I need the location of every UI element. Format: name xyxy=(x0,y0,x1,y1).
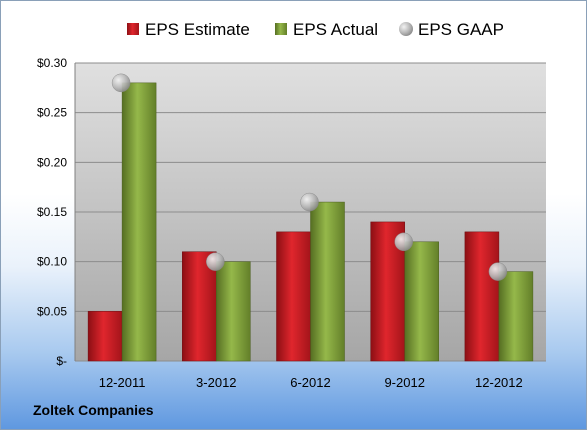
bar-eps-estimate xyxy=(87,311,123,362)
legend-swatch xyxy=(127,23,139,35)
x-axis-ticks: 12-2011 3-2012 6-2012 9-2012 12-2012 xyxy=(99,375,523,390)
x-tick-label: 12-2011 xyxy=(99,375,146,390)
legend: EPS Estimate EPS Actual EPS GAAP xyxy=(127,20,504,39)
legend-label: EPS Actual xyxy=(293,20,378,39)
legend-swatch xyxy=(399,22,413,36)
marker-eps-gaap xyxy=(300,192,319,212)
y-tick-label: $- xyxy=(56,354,67,368)
x-tick-label: 3-2012 xyxy=(196,375,236,390)
y-tick-label: $0.15 xyxy=(37,205,67,219)
legend-label: EPS Estimate xyxy=(145,20,250,39)
y-axis-ticks: $- $0.05 $0.10 $0.15 $0.20 $0.25 $0.30 xyxy=(37,56,67,368)
legend-label: EPS GAAP xyxy=(418,20,504,39)
bar-eps-actual xyxy=(216,261,251,362)
y-tick-label: $0.30 xyxy=(37,56,67,70)
marker-eps-gaap xyxy=(111,73,131,93)
bar-eps-actual xyxy=(310,201,345,362)
bar-eps-estimate xyxy=(182,251,217,362)
marker-eps-gaap xyxy=(488,262,508,281)
bar-eps-actual xyxy=(121,82,157,362)
y-tick-label: $0.05 xyxy=(37,304,67,318)
x-tick-label: 9-2012 xyxy=(384,375,424,390)
marker-eps-gaap xyxy=(394,232,413,252)
legend-swatch xyxy=(275,23,287,35)
bar-eps-estimate xyxy=(464,231,500,362)
gaap-markers xyxy=(111,73,508,281)
y-tick-label: $0.20 xyxy=(37,155,67,169)
x-tick-label: 12-2012 xyxy=(475,375,523,390)
bar-eps-actual xyxy=(498,271,534,362)
y-tick-label: $0.10 xyxy=(37,255,67,269)
x-tick-label: 6-2012 xyxy=(290,375,330,390)
marker-eps-gaap xyxy=(206,252,225,271)
bar-eps-estimate xyxy=(276,231,311,362)
bars xyxy=(87,82,534,362)
bar-eps-actual xyxy=(404,241,439,362)
y-tick-label: $0.25 xyxy=(37,106,67,120)
company-name: Zoltek Companies xyxy=(33,402,154,418)
